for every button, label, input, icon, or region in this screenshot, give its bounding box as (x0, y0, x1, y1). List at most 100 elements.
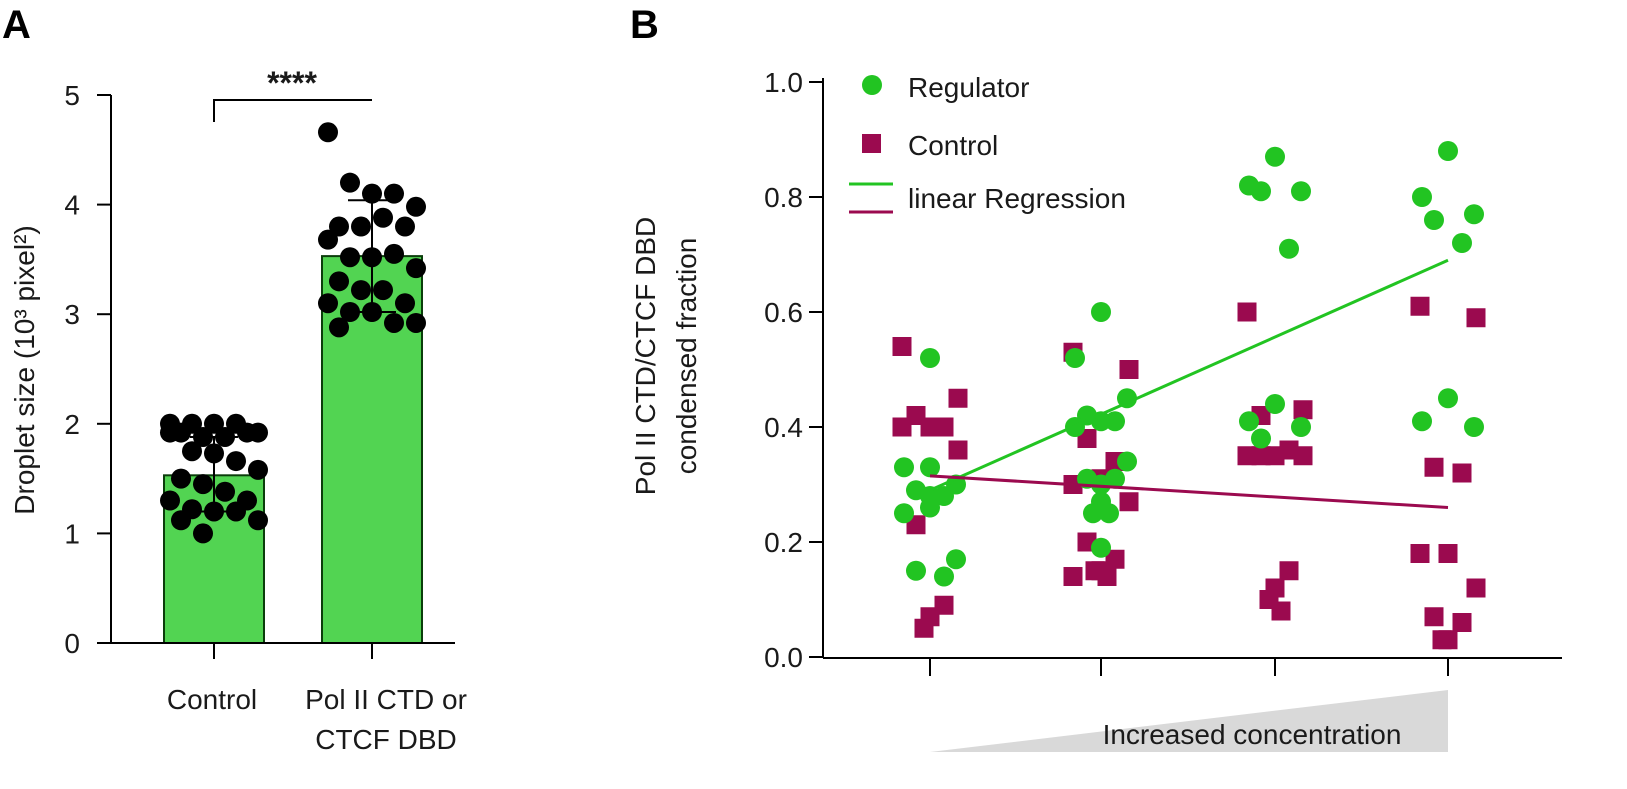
data-point (193, 474, 213, 495)
data-point (248, 459, 268, 480)
regression-line-regulator (929, 258, 1449, 492)
data-point (340, 302, 360, 323)
regulator-point (1083, 503, 1103, 524)
regulator-point (1251, 428, 1271, 449)
category-label: CTCF DBD (315, 724, 457, 755)
control-point (1452, 463, 1472, 483)
data-point (318, 122, 338, 143)
control-point (1237, 302, 1257, 322)
data-point (362, 247, 382, 268)
data-point (160, 490, 180, 511)
data-point (373, 280, 393, 301)
y-tick-label: 0.8 (764, 182, 803, 213)
data-point (182, 441, 202, 462)
regulator-point (934, 486, 954, 506)
data-point (384, 183, 404, 204)
data-point (160, 422, 180, 443)
legend-regulator-label: Regulator (908, 72, 1029, 103)
category-label: Control (167, 684, 257, 715)
y-tick-label: 1.0 (764, 67, 803, 98)
panel-b-label: B (630, 3, 659, 47)
regulator-point (1239, 411, 1259, 432)
regression-lines (929, 258, 1449, 509)
control-point (1424, 607, 1444, 627)
panel-b-x-ticks (929, 658, 1449, 676)
y-tick-label: 0.6 (764, 297, 803, 328)
panel-a-category-labels: Control Pol II CTD or CTCF DBD (167, 684, 467, 755)
control-point (1279, 561, 1299, 581)
panel-b-y-ticks: 0.0 0.2 0.4 0.6 0.8 1.0 (764, 67, 823, 673)
y-tick-label: 1 (64, 518, 80, 549)
data-point (193, 426, 213, 447)
control-point (1438, 544, 1458, 563)
regulator-point (1099, 503, 1119, 524)
data-point (395, 293, 415, 314)
panel-a-x-ticks (213, 643, 373, 659)
panel-a-y-axis-title: Droplet size (10³ pixel²) (9, 225, 40, 514)
data-point (237, 422, 257, 443)
significance-bracket-line (213, 99, 372, 122)
control-point (1424, 457, 1444, 477)
data-point (204, 413, 224, 434)
data-point (329, 317, 349, 338)
control-point (1410, 544, 1430, 563)
y-tick-label: 0.0 (764, 642, 803, 673)
regulator-point (1091, 474, 1111, 495)
legend-control-label: Control (908, 130, 998, 161)
panel-b-y-axis-title-line-2: condensed fraction (671, 238, 702, 475)
data-point (226, 451, 246, 472)
significance-stars: **** (267, 65, 317, 101)
data-point (215, 426, 235, 447)
regulator-point (1105, 411, 1125, 432)
regulator-point (1452, 233, 1472, 253)
data-point (395, 216, 415, 237)
regulator-point (894, 503, 914, 524)
data-point (406, 312, 426, 333)
y-tick-label: 5 (64, 80, 80, 111)
control-point (1119, 492, 1139, 512)
data-point (171, 510, 191, 531)
data-point (351, 280, 371, 301)
panel-b-y-axis-title: Pol II CTD/CTCF DBD condensed fraction (630, 217, 702, 495)
regulator-point (1291, 181, 1311, 202)
data-point (318, 293, 338, 314)
data-point (373, 207, 393, 228)
control-point (892, 417, 912, 437)
panel-a-bars (163, 255, 423, 645)
control-point (1063, 567, 1083, 586)
regulator-point (1464, 204, 1484, 225)
control-point (1466, 578, 1486, 598)
panel-a-y-ticks: 0 1 2 3 4 5 (64, 80, 111, 659)
y-tick-label: 0 (64, 628, 80, 659)
regulator-point (1265, 394, 1285, 414)
regulator-points (894, 141, 1484, 587)
regulator-point (1438, 141, 1458, 161)
panel-a-label: A (2, 3, 31, 47)
regulator-point (1091, 302, 1111, 322)
data-point (215, 481, 235, 502)
regulator-point (1117, 388, 1137, 409)
data-point (362, 302, 382, 323)
data-point (318, 229, 338, 250)
control-point (914, 618, 934, 638)
data-point (406, 258, 426, 279)
regulator-point (1065, 348, 1085, 368)
control-points (892, 296, 1486, 650)
regulator-point (920, 486, 940, 506)
significance-bracket: **** (213, 65, 372, 122)
regulator-point (1117, 451, 1137, 472)
regulator-point (1412, 187, 1432, 207)
regulator-point (1424, 210, 1444, 230)
category-label: Pol II CTD or (305, 684, 467, 715)
control-point (1119, 360, 1139, 379)
regulator-point (934, 566, 954, 587)
y-tick-label: 0.2 (764, 527, 803, 558)
control-point (1097, 567, 1117, 586)
data-point (384, 243, 404, 264)
y-tick-label: 2 (64, 409, 80, 440)
data-point (406, 196, 426, 217)
panel-b-x-axis-title: Increased concentration (1103, 719, 1402, 750)
control-point (920, 417, 940, 437)
legend-regulator-marker (862, 75, 882, 95)
